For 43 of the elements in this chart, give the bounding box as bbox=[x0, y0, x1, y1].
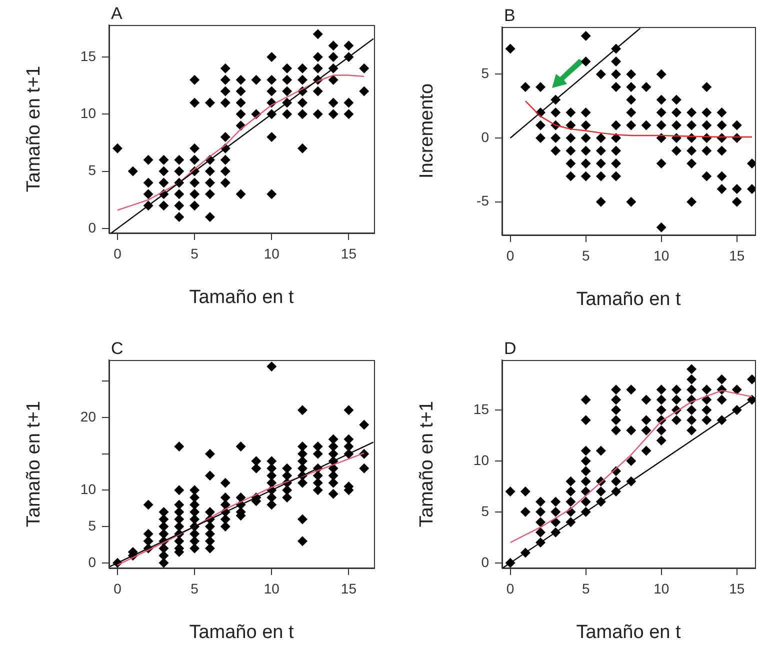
y-axis-title: Incremento bbox=[416, 83, 438, 179]
x-axis-title: Tamaño en t bbox=[189, 622, 294, 643]
x-tick-label: 15 bbox=[729, 580, 745, 596]
chart-title: D bbox=[504, 339, 516, 358]
x-tick-label: 5 bbox=[190, 245, 199, 262]
x-tick-label: 0 bbox=[114, 580, 122, 596]
x-tick-label: 0 bbox=[506, 580, 514, 596]
y-tick-label: -5 bbox=[476, 192, 490, 209]
y-tick-label: 0 bbox=[481, 128, 490, 145]
x-axis-title: Tamaño en t bbox=[189, 286, 294, 308]
y-tick-label: 0 bbox=[481, 554, 490, 570]
x-axis-title: Tamaño en t bbox=[576, 622, 682, 643]
x-tick-label: 15 bbox=[340, 580, 357, 596]
x-tick-label: 0 bbox=[114, 245, 122, 262]
chart-title: A bbox=[111, 4, 123, 24]
y-tick-label: 5 bbox=[481, 65, 490, 82]
y-tick-label: 5 bbox=[88, 162, 96, 178]
x-tick-label: 0 bbox=[506, 247, 514, 264]
x-tick-label: 15 bbox=[340, 245, 357, 262]
y-tick-label: 5 bbox=[88, 517, 96, 534]
y-tick-label: 20 bbox=[80, 408, 96, 424]
x-tick-label: 10 bbox=[264, 580, 280, 596]
chart-title: C bbox=[111, 339, 124, 358]
y-tick-label: 10 bbox=[473, 452, 490, 468]
y-tick-label: 0 bbox=[88, 219, 96, 236]
y-tick-label: 15 bbox=[80, 48, 96, 64]
y-axis-title: Tamaño en t+1 bbox=[24, 66, 45, 192]
x-tick-label: 10 bbox=[264, 245, 280, 262]
y-tick-label: 10 bbox=[80, 481, 96, 498]
chart-title: B bbox=[504, 6, 516, 26]
x-tick-label: 15 bbox=[729, 247, 745, 264]
x-tick-label: 10 bbox=[654, 580, 670, 596]
y-axis-title: Tamaño en t+1 bbox=[416, 400, 438, 528]
y-tick-label: 0 bbox=[88, 554, 96, 570]
x-tick-label: 5 bbox=[582, 247, 590, 264]
x-tick-label: 5 bbox=[582, 580, 590, 596]
x-tick-label: 5 bbox=[190, 580, 199, 596]
x-tick-label: 10 bbox=[654, 247, 670, 264]
y-tick-label: 5 bbox=[481, 502, 490, 519]
x-axis-title: Tamaño en t bbox=[576, 288, 682, 310]
y-axis-title: Tamaño en t+1 bbox=[24, 400, 45, 528]
y-tick-label: 10 bbox=[80, 105, 96, 121]
y-tick-label: 15 bbox=[473, 400, 490, 417]
